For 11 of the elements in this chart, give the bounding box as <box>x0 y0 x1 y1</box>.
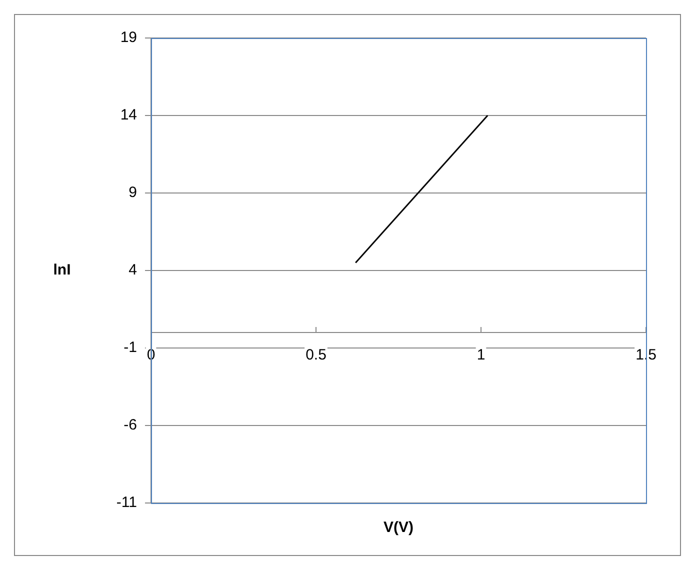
y-tick-label: 4 <box>128 262 137 279</box>
x-axis-title: V(V) <box>384 519 414 536</box>
x-tick-label: 0.5 <box>306 346 326 364</box>
y-tick-label: 14 <box>120 106 137 124</box>
y-axis-title: lnI <box>53 262 71 279</box>
y-tick-label: -6 <box>124 416 137 434</box>
y-tick-label: 19 <box>120 29 137 46</box>
y-tick-label: -11 <box>116 494 137 512</box>
y-tick-label: 9 <box>128 184 137 202</box>
x-tick-label: 1 <box>476 346 486 364</box>
y-tick-label: -1 <box>124 339 137 356</box>
